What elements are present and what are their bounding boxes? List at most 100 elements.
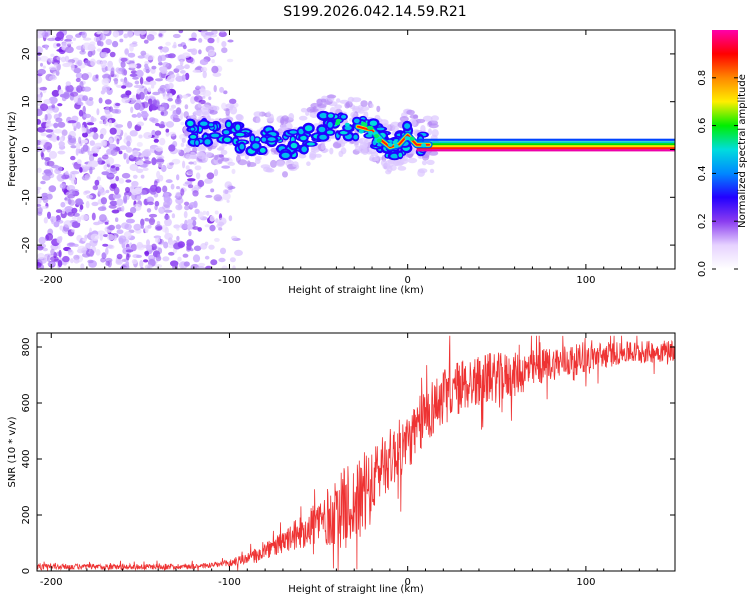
noise-speckle <box>61 129 68 136</box>
noise-speckle <box>80 214 89 221</box>
noise-speckle <box>89 140 96 146</box>
spectrogram-xtick-label: 100 <box>576 275 595 286</box>
noise-speckle <box>180 188 185 196</box>
noise-speckle <box>221 102 227 110</box>
snr-panel: -200 -100 0 100 0 200 400 600 800 Height of stra… <box>7 332 676 595</box>
noise-speckle <box>164 209 173 213</box>
noise-speckle <box>123 231 132 240</box>
colorbar-ticks: 0.0 0.2 0.4 0.6 0.8 <box>697 70 738 277</box>
noise-speckle <box>41 31 50 38</box>
noise-speckle <box>44 157 51 162</box>
noise-speckle <box>164 218 172 227</box>
noise-speckle <box>55 209 63 214</box>
snr-ytick-label: 0 <box>21 568 32 574</box>
noise-speckle <box>110 149 118 157</box>
noise-speckle <box>156 158 165 163</box>
noise-speckle <box>59 93 69 98</box>
noise-speckle <box>89 58 96 67</box>
noise-speckle <box>123 33 129 39</box>
noise-speckle <box>39 86 48 91</box>
signal-halo <box>415 118 426 124</box>
noise-speckle <box>154 200 160 207</box>
colorbar-tick-label: 0.0 <box>697 261 708 277</box>
noise-speckle <box>118 235 127 243</box>
noise-speckle <box>43 217 48 224</box>
noise-speckle <box>138 134 143 139</box>
noise-speckle <box>143 39 149 44</box>
spectrogram-carrier-track <box>335 118 675 152</box>
noise-speckle <box>157 253 161 259</box>
noise-speckle <box>65 46 74 54</box>
noise-speckle <box>124 223 132 230</box>
noise-speckle <box>168 241 175 246</box>
noise-speckle <box>158 164 164 168</box>
signal-halo <box>428 120 439 126</box>
noise-speckle <box>232 265 236 269</box>
noise-speckle <box>129 130 138 137</box>
noise-speckle <box>159 30 167 34</box>
noise-speckle <box>86 194 93 199</box>
noise-speckle <box>51 104 55 109</box>
carrier-blob <box>387 142 393 147</box>
noise-speckle <box>50 53 55 57</box>
signal-blob-core <box>328 113 334 118</box>
noise-speckle <box>221 41 227 48</box>
noise-speckle <box>65 41 74 45</box>
spectrogram-ytick-label: -10 <box>21 189 32 205</box>
noise-speckle <box>184 201 190 206</box>
noise-speckle <box>179 59 184 66</box>
noise-speckle <box>37 167 42 173</box>
noise-speckle <box>59 183 66 189</box>
noise-speckle <box>120 57 128 62</box>
noise-speckle <box>153 138 159 143</box>
noise-speckle <box>181 223 188 230</box>
signal-halo <box>236 154 241 163</box>
signal-blob-core <box>341 114 347 119</box>
noise-speckle <box>206 172 215 180</box>
noise-speckle <box>148 217 155 226</box>
noise-speckle <box>205 194 213 198</box>
colorbar-gradient <box>712 30 738 269</box>
signal-blob-core <box>319 112 328 119</box>
noise-speckle <box>82 132 88 138</box>
noise-speckle <box>125 261 130 267</box>
noise-speckle <box>58 112 62 117</box>
signal-halo <box>336 98 341 103</box>
noise-speckle <box>123 266 130 269</box>
noise-speckle <box>130 206 137 214</box>
noise-speckle <box>145 68 150 74</box>
noise-speckle <box>132 150 139 157</box>
noise-speckle <box>163 195 171 203</box>
carrier-band <box>416 141 675 144</box>
noise-speckle <box>148 255 155 259</box>
noise-speckle <box>218 217 227 225</box>
noise-speckle <box>183 261 190 267</box>
noise-speckle <box>104 113 113 119</box>
noise-speckle <box>148 213 158 218</box>
chart-title: S199.2026.042.14.59.R21 <box>283 4 466 20</box>
noise-speckle <box>109 138 113 145</box>
noise-speckle <box>177 241 185 248</box>
signal-halo <box>225 108 230 116</box>
noise-speckle <box>216 37 220 44</box>
noise-speckle <box>50 256 59 262</box>
signal-halo <box>332 141 342 149</box>
noise-speckle <box>177 43 183 47</box>
noise-speckle <box>105 247 109 255</box>
signal-halo <box>306 106 316 113</box>
signal-blob-core <box>208 123 214 127</box>
noise-speckle <box>206 210 210 216</box>
noise-speckle <box>221 165 231 169</box>
noise-speckle <box>112 40 119 48</box>
noise-speckle <box>52 216 57 223</box>
noise-speckle <box>89 160 99 168</box>
noise-speckle <box>227 161 236 166</box>
noise-speckle <box>97 30 101 34</box>
noise-speckle <box>133 223 142 231</box>
noise-speckle <box>116 229 124 234</box>
noise-speckle <box>204 224 210 228</box>
noise-speckle <box>47 37 56 42</box>
noise-speckle <box>181 74 186 82</box>
noise-speckle <box>143 150 151 157</box>
